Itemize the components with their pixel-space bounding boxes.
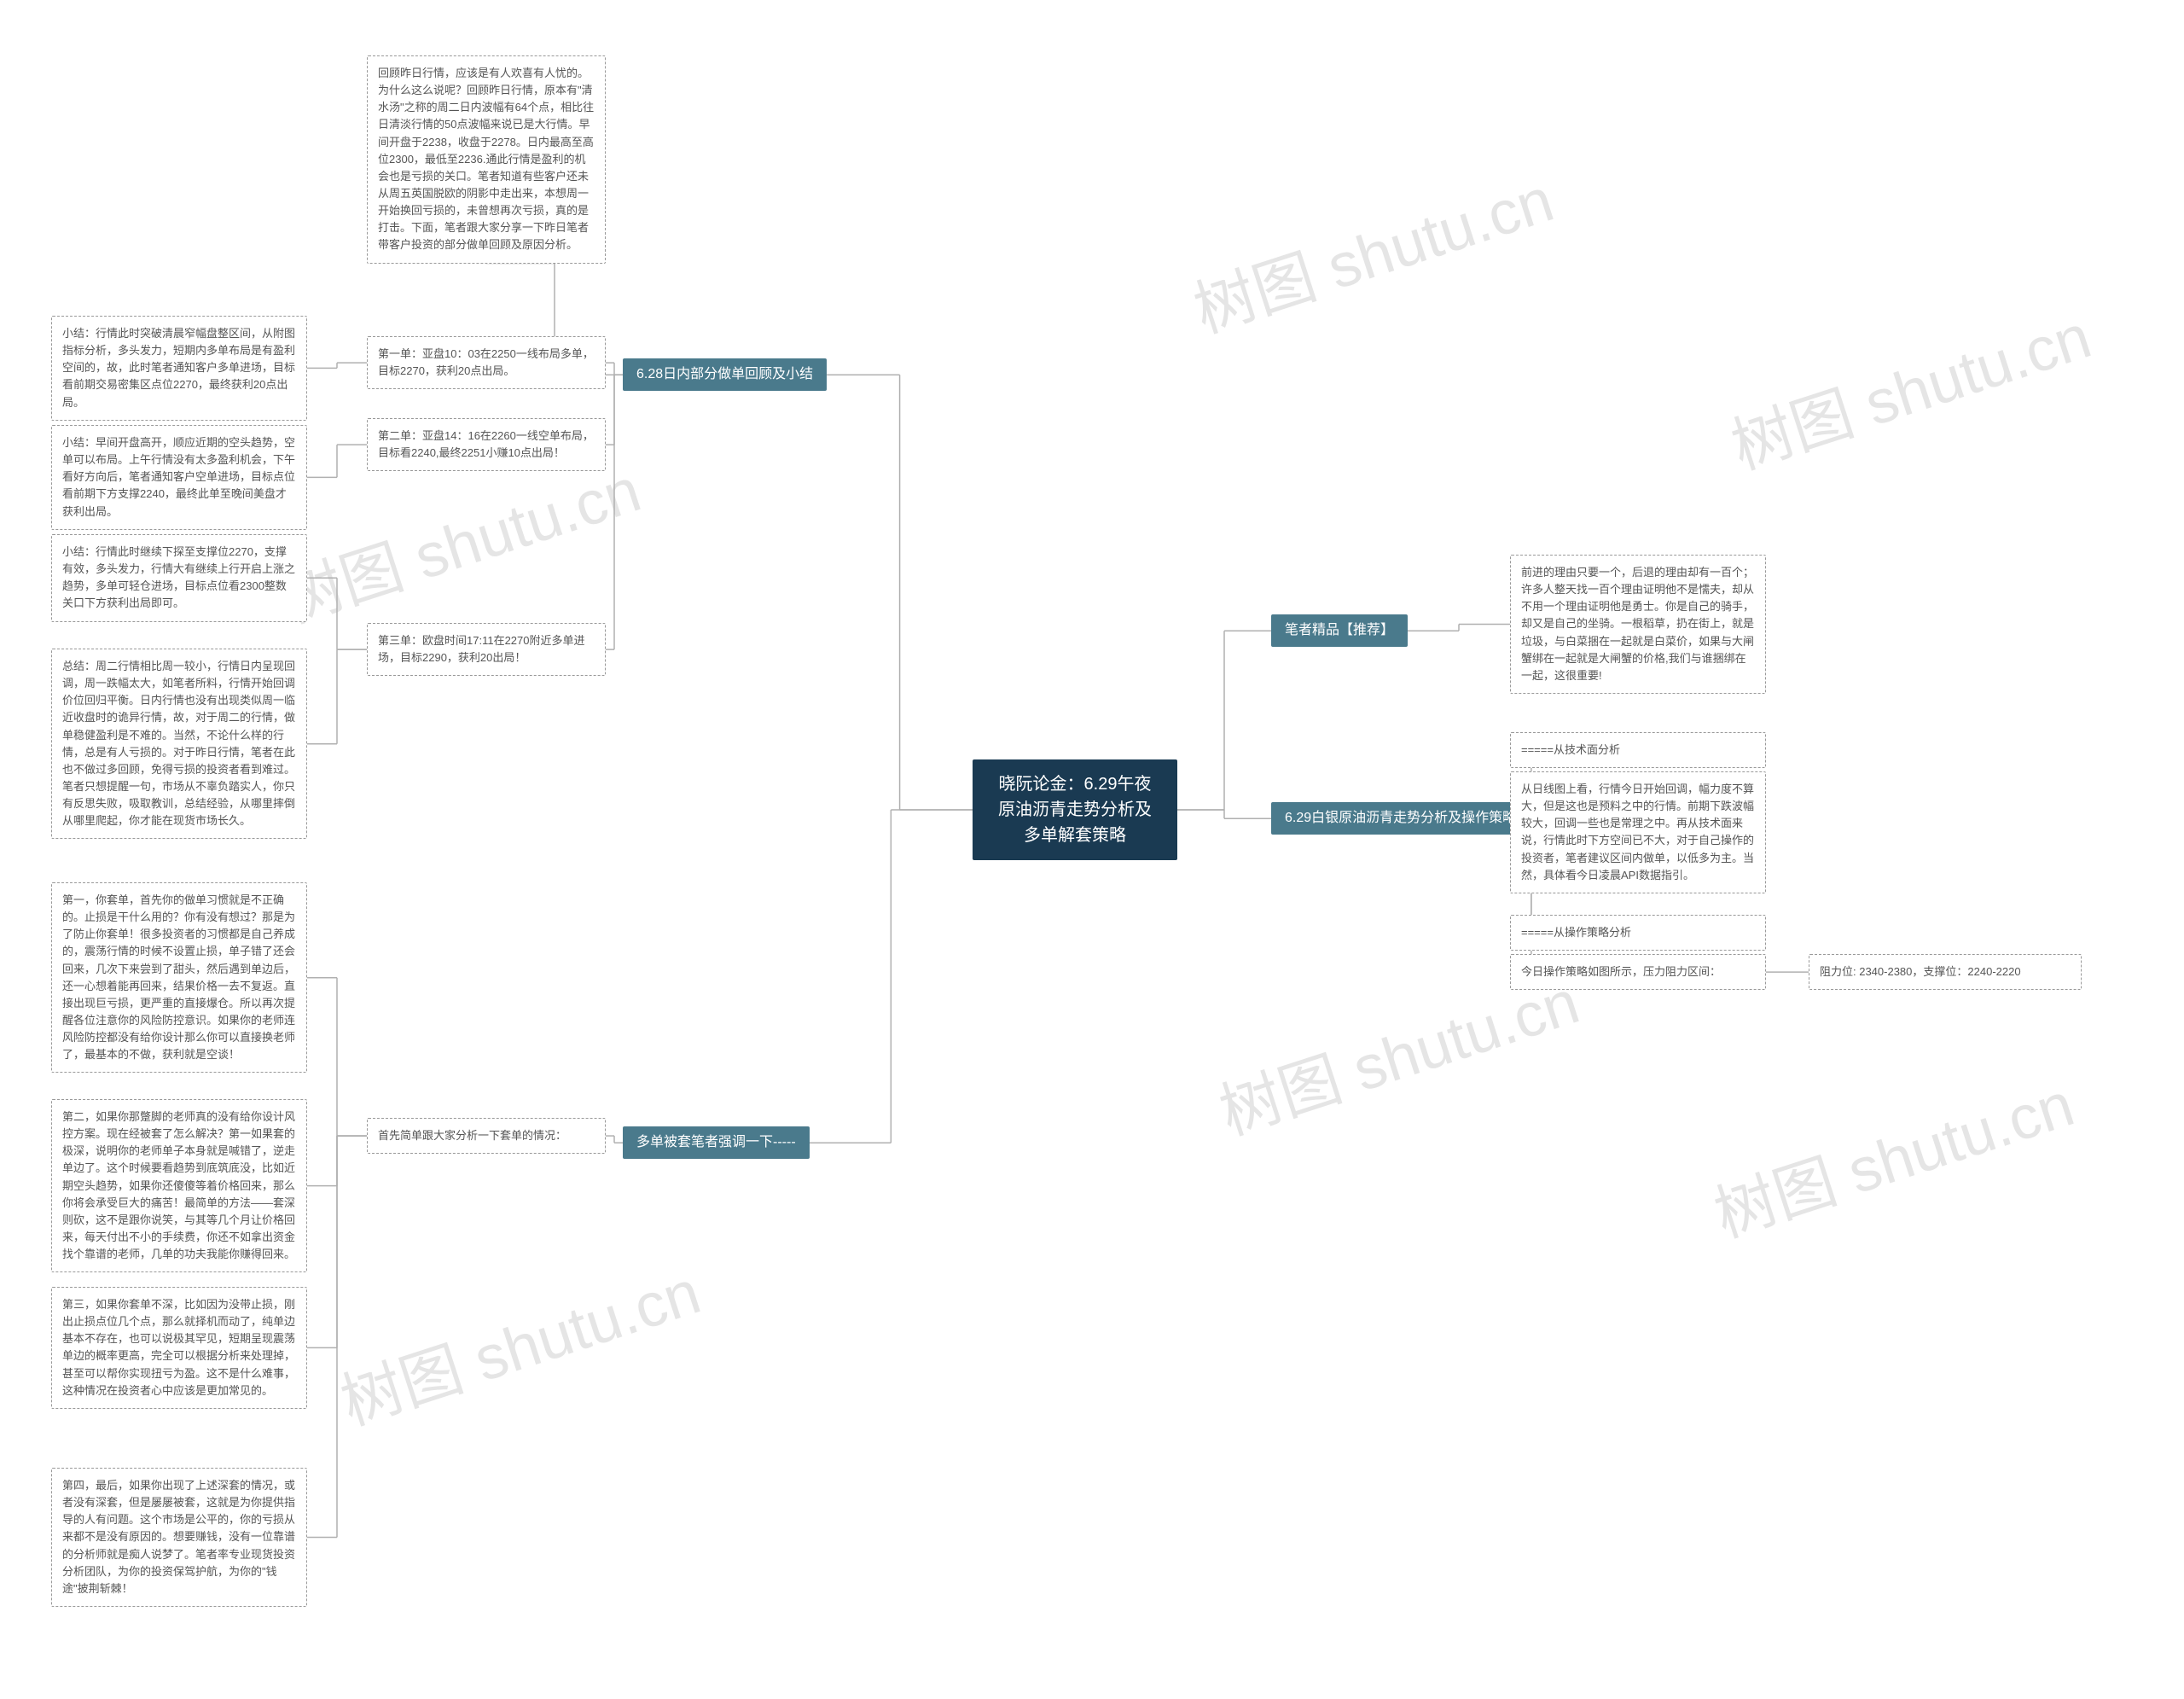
watermark: 树图 shutu.cn <box>1701 1054 2082 1254</box>
leaf-order2[interactable]: 第二单：亚盘14：16在2260一线空单布局，目标看2240,最终2251小赚1… <box>367 418 606 471</box>
watermark: 树图 shutu.cn <box>1718 286 2100 486</box>
leaf-strategy-head[interactable]: =====从操作策略分析 <box>1510 915 1766 951</box>
leaf-overall-summary[interactable]: 总结：周二行情相比周一较小，行情日内呈现回调，周一跌幅太大，如笔者所料，行情开始… <box>51 649 307 839</box>
leaf-unwind-1[interactable]: 第一，你套单，首先你的做单习惯就是不正确的。止损是干什么用的？你有没有想过？那是… <box>51 882 307 1073</box>
leaf-unwind-3[interactable]: 第三，如果你套单不深，比如因为没带止损，刚出止损点位几个点，那么就择机而动了，纯… <box>51 1287 307 1409</box>
watermark: 树图 shutu.cn <box>1181 149 1562 350</box>
leaf-strategy-body[interactable]: 今日操作策略如图所示，压力阻力区间： <box>1510 954 1766 990</box>
branch-review[interactable]: 6.28日内部分做单回顾及小结 <box>623 358 827 391</box>
branch-unwind[interactable]: 多单被套笔者强调一下----- <box>623 1126 810 1159</box>
leaf-unwind-head[interactable]: 首先简单跟大家分析一下套单的情况： <box>367 1118 606 1154</box>
leaf-unwind-4[interactable]: 第四，最后，如果你出现了上述深套的情况，或者没有深套，但是屡屡被套，这就是为你提… <box>51 1468 307 1607</box>
leaf-order3-summary[interactable]: 小结：行情此时继续下探至支撑位2270，支撑有效，多头发力，行情大有继续上行开启… <box>51 534 307 622</box>
leaf-recommend[interactable]: 前进的理由只要一个，后退的理由却有一百个；许多人整天找一百个理由证明他不是懦夫，… <box>1510 555 1766 694</box>
leaf-order1-summary[interactable]: 小结：行情此时突破清晨窄幅盘整区间，从附图指标分析，多头发力，短期内多单布局是有… <box>51 316 307 421</box>
branch-recommend[interactable]: 笔者精品【推荐】 <box>1271 614 1408 647</box>
leaf-levels[interactable]: 阻力位: 2340-2380，支撑位：2240-2220 <box>1809 954 2082 990</box>
leaf-order1[interactable]: 第一单：亚盘10：03在2250一线布局多单，目标2270，获利20点出局。 <box>367 336 606 389</box>
watermark: 树图 shutu.cn <box>328 1242 709 1442</box>
leaf-intro[interactable]: 回顾昨日行情，应该是有人欢喜有人忧的。为什么这么说呢？回顾昨日行情，原本有"清水… <box>367 55 606 264</box>
leaf-order2-summary[interactable]: 小结：早间开盘高开，顺应近期的空头趋势，空单可以布局。上午行情没有太多盈利机会，… <box>51 425 307 530</box>
leaf-tech-body[interactable]: 从日线图上看，行情今日开始回调，幅力度不算大，但是这也是预料之中的行情。前期下跌… <box>1510 771 1766 893</box>
leaf-tech-head[interactable]: =====从技术面分析 <box>1510 732 1766 768</box>
center-node[interactable]: 晓阮论金：6.29午夜原油沥青走势分析及多单解套策略 <box>973 759 1177 860</box>
leaf-order3[interactable]: 第三单：欧盘时间17:11在2270附近多单进场，目标2290，获利20出局！ <box>367 623 606 676</box>
leaf-unwind-2[interactable]: 第二，如果你那蹩脚的老师真的没有给你设计风控方案。现在经被套了怎么解决？第一如果… <box>51 1099 307 1272</box>
